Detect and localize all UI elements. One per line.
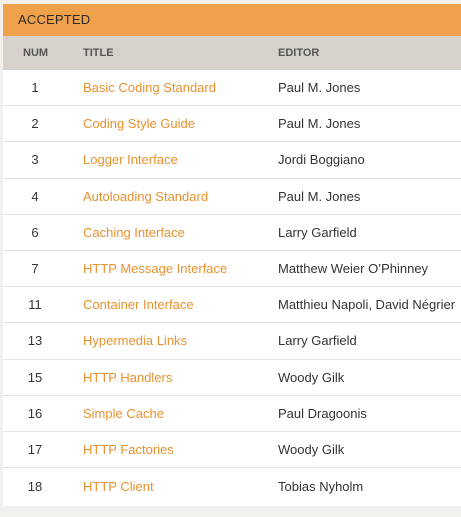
table-row: 3 Logger Interface Jordi Boggiano xyxy=(3,142,461,179)
table-row: 7 HTTP Message Interface Matthew Weier O… xyxy=(3,251,461,288)
row-title-link[interactable]: Caching Interface xyxy=(83,224,185,240)
row-editor: Matthew Weier O’Phinney xyxy=(278,261,429,277)
table-header: NUM TITLE EDITOR xyxy=(3,36,461,70)
row-num: 6 xyxy=(31,224,39,240)
column-header-editor: EDITOR xyxy=(278,47,320,59)
table-row: 17 HTTP Factories Woody Gilk xyxy=(3,432,461,469)
row-title-link[interactable]: HTTP Handlers xyxy=(83,369,173,385)
row-num: 17 xyxy=(27,441,43,457)
table-row: 2 Coding Style Guide Paul M. Jones xyxy=(3,106,461,143)
row-num: 2 xyxy=(31,116,39,132)
row-num: 11 xyxy=(28,297,42,313)
row-editor: Larry Garfield xyxy=(278,333,357,349)
row-title-link[interactable]: Simple Cache xyxy=(83,405,164,421)
row-editor: Tobias Nyholm xyxy=(278,478,364,494)
row-title-link[interactable]: Autoloading Standard xyxy=(83,188,209,204)
table-row: 4 Autoloading Standard Paul M. Jones xyxy=(3,179,461,215)
row-editor: Woody Gilk xyxy=(278,369,345,385)
row-title-link[interactable]: Coding Style Guide xyxy=(83,116,196,132)
row-title-link[interactable]: HTTP Client xyxy=(83,478,154,494)
row-num: 1 xyxy=(31,80,39,96)
table-row: 16 Simple Cache Paul Dragoonis xyxy=(3,396,461,432)
table-row: 11 Container Interface Matthieu Napoli, … xyxy=(3,287,461,324)
column-header-num: NUM xyxy=(23,47,49,59)
row-num: 3 xyxy=(31,152,39,168)
table-row: 18 HTTP Client Tobias Nyholm xyxy=(3,468,461,504)
row-editor: Paul M. Jones xyxy=(278,116,361,132)
row-num: 16 xyxy=(27,405,43,421)
row-num: 7 xyxy=(31,261,39,277)
row-editor: Matthieu Napoli, David Négrier xyxy=(278,297,456,313)
accepted-psr-table: ACCEPTED NUM TITLE EDITOR 1 Basic Coding… xyxy=(3,4,461,506)
table-body: 1 Basic Coding Standard Paul M. Jones 2 … xyxy=(3,70,461,504)
row-title-link[interactable]: Container Interface xyxy=(83,297,194,313)
row-num: 13 xyxy=(27,333,43,349)
table-row: 1 Basic Coding Standard Paul M. Jones xyxy=(3,70,461,107)
row-editor: Paul Dragoonis xyxy=(278,405,367,421)
row-editor: Paul M. Jones xyxy=(278,188,361,204)
row-editor: Larry Garfield xyxy=(278,224,357,240)
row-title-link[interactable]: Basic Coding Standard xyxy=(83,80,216,96)
table-row: 15 HTTP Handlers Woody Gilk xyxy=(3,360,461,396)
table-row: 6 Caching Interface Larry Garfield xyxy=(3,215,461,251)
column-header-title: TITLE xyxy=(83,47,114,59)
row-title-link[interactable]: Hypermedia Links xyxy=(83,333,188,349)
row-title-link[interactable]: HTTP Factories xyxy=(83,441,174,457)
row-num: 18 xyxy=(27,478,43,494)
row-num: 4 xyxy=(31,188,39,204)
section-title: ACCEPTED xyxy=(3,4,461,36)
row-title-link[interactable]: Logger Interface xyxy=(83,152,178,168)
row-editor: Jordi Boggiano xyxy=(278,152,365,168)
row-editor: Paul M. Jones xyxy=(278,80,361,96)
row-title-link[interactable]: HTTP Message Interface xyxy=(83,261,228,277)
table-row: 13 Hypermedia Links Larry Garfield xyxy=(3,323,461,360)
row-num: 15 xyxy=(27,369,43,385)
row-editor: Woody Gilk xyxy=(278,441,345,457)
